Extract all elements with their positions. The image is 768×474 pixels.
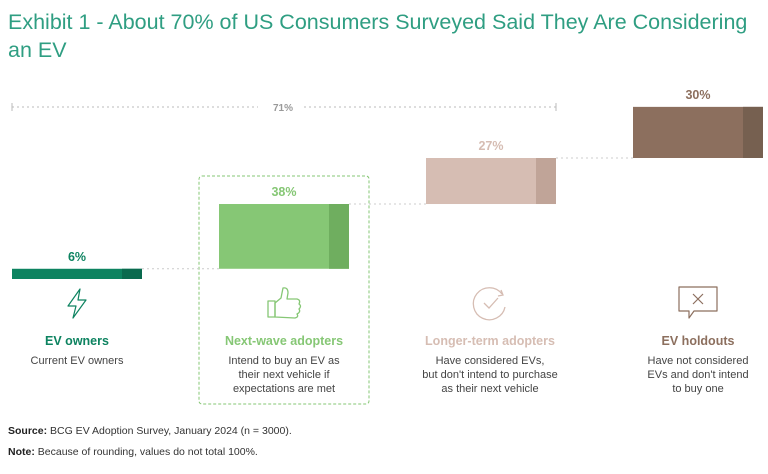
bar-shade [536, 158, 556, 205]
bar-main [426, 158, 556, 205]
description-line: Current EV owners [31, 355, 124, 367]
description-line: Intend to buy an EV as [228, 355, 340, 367]
note-label: Note: [8, 446, 35, 458]
thumbs-up-icon [267, 287, 302, 319]
category-title: Longer-term adopters [425, 334, 555, 348]
bar-main [219, 204, 349, 269]
bar-next-wave-adopters: 38% [219, 185, 349, 269]
highlight-box [198, 175, 370, 405]
description-line: Have considered EVs, [436, 355, 545, 367]
source-text: BCG EV Adoption Survey, January 2024 (n … [50, 425, 292, 437]
description-line: Have not considered [648, 355, 749, 367]
bar-main [12, 268, 142, 279]
source-note: Source: BCG EV Adoption Survey, January … [8, 425, 292, 437]
value-label: 30% [685, 88, 710, 102]
category-title: EV owners [45, 334, 109, 348]
bar-shade [329, 204, 349, 269]
category-description: Have considered EVs, but don't intend to … [422, 355, 557, 395]
category-description: Have not considered EVs and don't intend t… [647, 355, 748, 395]
bar-longer-term-adopters: 27% [426, 139, 556, 205]
category-description: Current EV owners [31, 355, 124, 367]
value-label: 6% [68, 250, 86, 264]
value-label: 27% [478, 139, 503, 153]
description-line: EVs and don't intend [647, 369, 748, 381]
category-description: Intend to buy an EV as their next vehicle… [228, 355, 340, 395]
source-label: Source: [8, 425, 48, 437]
bar-ev-owners: 6% [12, 250, 142, 279]
description-line: but don't intend to purchase [422, 369, 557, 381]
category-title: EV holdouts [662, 334, 735, 348]
description-line: their next vehicle if [238, 369, 330, 381]
page-title: Exhibit 1 - About 70% of US Consumers Su… [8, 10, 748, 62]
description-line: as their next vehicle [441, 383, 538, 395]
value-label: 38% [271, 185, 296, 199]
x-message-icon [678, 286, 718, 319]
bar-ev-holdouts: 30% [633, 88, 763, 158]
clock-icon [472, 287, 506, 321]
lightning-icon [67, 288, 87, 319]
description-line: expectations are met [233, 383, 335, 395]
bar-shade [122, 268, 142, 279]
note-text: Because of rounding, values do not total… [37, 446, 258, 458]
bar-shade [743, 106, 763, 158]
rounding-note: Note: Because of rounding, values do not… [8, 446, 258, 458]
bar-main [633, 106, 763, 158]
category-title: Next-wave adopters [225, 334, 343, 348]
bracket-label: 71% [273, 103, 293, 114]
description-line: to buy one [672, 383, 723, 395]
